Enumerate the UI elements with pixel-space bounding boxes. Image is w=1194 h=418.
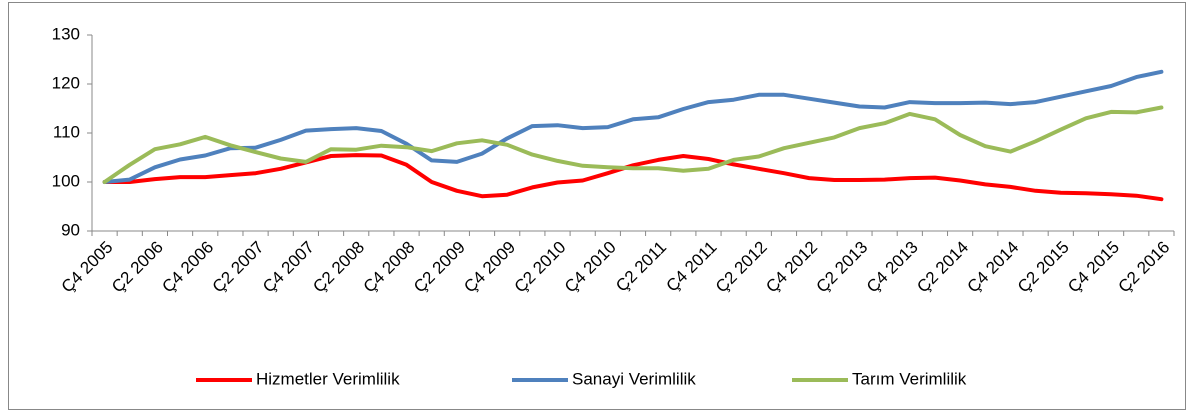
series-line	[102, 153, 1164, 202]
series-line	[102, 105, 1164, 184]
y-tick-label: 130	[52, 24, 80, 43]
chart-border	[8, 2, 1186, 410]
series-line	[102, 69, 1164, 184]
y-tick-label: 100	[52, 171, 80, 190]
legend-label: Sanayi Verimlilik	[572, 369, 696, 388]
y-tick-label: 90	[61, 220, 80, 239]
y-tick-label: 120	[52, 73, 80, 92]
legend-label: Hizmetler Verimlilik	[256, 369, 400, 388]
y-tick-label: 110	[53, 122, 80, 141]
legend-label: Tarım Verimlilik	[852, 369, 967, 388]
